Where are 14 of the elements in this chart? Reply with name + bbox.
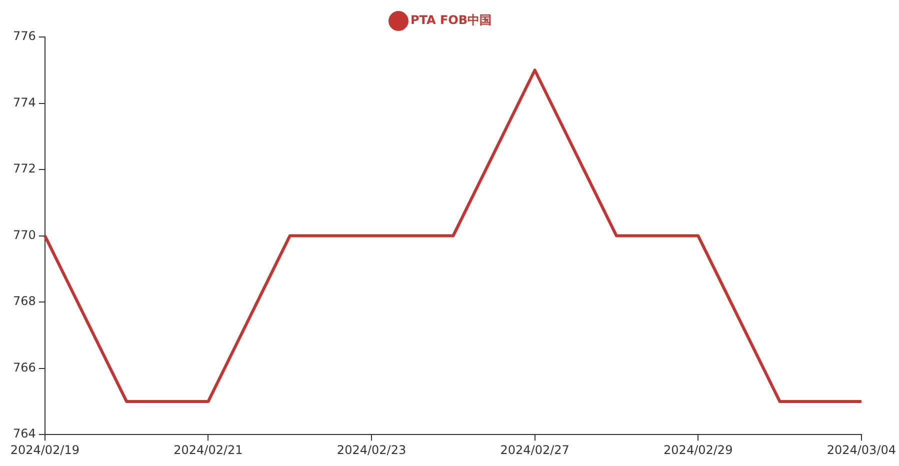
y-tick-label: 764 <box>13 426 36 441</box>
y-tick-label: 766 <box>13 360 36 374</box>
y-tick-label: 768 <box>13 294 36 308</box>
x-tick-label: 2024/03/04 <box>826 442 896 457</box>
y-tick-label: 772 <box>13 162 36 176</box>
x-tick-label: 2024/02/27 <box>500 442 570 457</box>
x-tick-label: 2024/02/23 <box>336 442 406 457</box>
y-tick-label: 776 <box>13 29 36 44</box>
y-tick-label: 770 <box>13 228 36 242</box>
legend-label: PTA FOB中国 <box>410 13 492 28</box>
y-tick-label: 774 <box>13 95 36 110</box>
x-tick-label: 2024/02/21 <box>174 442 243 457</box>
x-tick-label: 2024/02/29 <box>664 442 733 457</box>
x-tick-label: 2024/02/19 <box>10 442 80 457</box>
